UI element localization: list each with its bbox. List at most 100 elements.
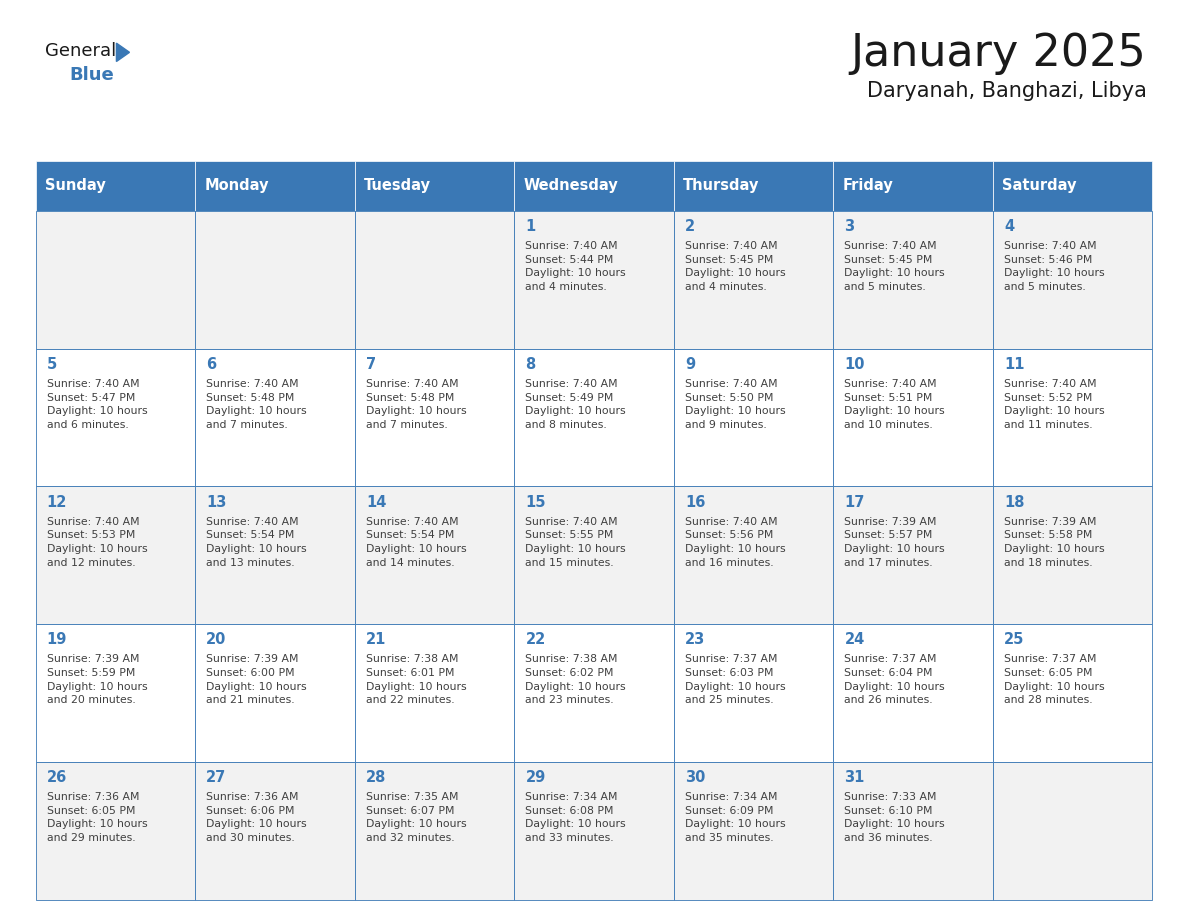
Text: Sunrise: 7:39 AM
Sunset: 5:57 PM
Daylight: 10 hours
and 17 minutes.: Sunrise: 7:39 AM Sunset: 5:57 PM Dayligh…: [845, 517, 946, 567]
Text: Sunrise: 7:40 AM
Sunset: 5:48 PM
Daylight: 10 hours
and 7 minutes.: Sunrise: 7:40 AM Sunset: 5:48 PM Dayligh…: [207, 379, 307, 430]
Text: Sunrise: 7:35 AM
Sunset: 6:07 PM
Daylight: 10 hours
and 32 minutes.: Sunrise: 7:35 AM Sunset: 6:07 PM Dayligh…: [366, 792, 467, 843]
Bar: [195, 349, 355, 487]
Text: Sunrise: 7:39 AM
Sunset: 5:58 PM
Daylight: 10 hours
and 18 minutes.: Sunrise: 7:39 AM Sunset: 5:58 PM Dayligh…: [1004, 517, 1105, 567]
Bar: [674, 211, 833, 349]
Text: Saturday: Saturday: [1003, 178, 1076, 194]
Text: Sunrise: 7:39 AM
Sunset: 5:59 PM
Daylight: 10 hours
and 20 minutes.: Sunrise: 7:39 AM Sunset: 5:59 PM Dayligh…: [46, 655, 147, 705]
Text: Thursday: Thursday: [683, 178, 759, 194]
Text: Sunday: Sunday: [45, 178, 106, 194]
Bar: [833, 487, 993, 624]
Bar: [833, 211, 993, 349]
Text: 30: 30: [685, 770, 706, 785]
Bar: [195, 762, 355, 900]
Text: 6: 6: [207, 357, 216, 372]
Text: Sunrise: 7:40 AM
Sunset: 5:55 PM
Daylight: 10 hours
and 15 minutes.: Sunrise: 7:40 AM Sunset: 5:55 PM Dayligh…: [525, 517, 626, 567]
Text: 3: 3: [845, 219, 854, 234]
Text: 2: 2: [685, 219, 695, 234]
Text: 9: 9: [685, 357, 695, 372]
Bar: [514, 161, 674, 211]
Text: Blue: Blue: [69, 66, 114, 84]
Bar: [36, 211, 195, 349]
Bar: [674, 762, 833, 900]
Text: 29: 29: [525, 770, 545, 785]
Text: 25: 25: [1004, 633, 1024, 647]
Text: Sunrise: 7:37 AM
Sunset: 6:03 PM
Daylight: 10 hours
and 25 minutes.: Sunrise: 7:37 AM Sunset: 6:03 PM Dayligh…: [685, 655, 785, 705]
Text: 20: 20: [207, 633, 227, 647]
Text: Sunrise: 7:39 AM
Sunset: 6:00 PM
Daylight: 10 hours
and 21 minutes.: Sunrise: 7:39 AM Sunset: 6:00 PM Dayligh…: [207, 655, 307, 705]
Bar: [514, 762, 674, 900]
Text: 13: 13: [207, 495, 227, 509]
Text: 12: 12: [46, 495, 68, 509]
Text: 22: 22: [525, 633, 545, 647]
Bar: [993, 349, 1152, 487]
Bar: [674, 487, 833, 624]
Bar: [355, 624, 514, 762]
Text: Sunrise: 7:37 AM
Sunset: 6:05 PM
Daylight: 10 hours
and 28 minutes.: Sunrise: 7:37 AM Sunset: 6:05 PM Dayligh…: [1004, 655, 1105, 705]
Text: Sunrise: 7:34 AM
Sunset: 6:08 PM
Daylight: 10 hours
and 33 minutes.: Sunrise: 7:34 AM Sunset: 6:08 PM Dayligh…: [525, 792, 626, 843]
Text: Sunrise: 7:40 AM
Sunset: 5:54 PM
Daylight: 10 hours
and 14 minutes.: Sunrise: 7:40 AM Sunset: 5:54 PM Dayligh…: [366, 517, 467, 567]
Text: General: General: [45, 41, 116, 60]
Bar: [195, 161, 355, 211]
Text: Tuesday: Tuesday: [365, 178, 431, 194]
Bar: [993, 762, 1152, 900]
Text: Sunrise: 7:34 AM
Sunset: 6:09 PM
Daylight: 10 hours
and 35 minutes.: Sunrise: 7:34 AM Sunset: 6:09 PM Dayligh…: [685, 792, 785, 843]
Text: 31: 31: [845, 770, 865, 785]
Text: Wednesday: Wednesday: [524, 178, 619, 194]
Text: Monday: Monday: [204, 178, 270, 194]
Text: 26: 26: [46, 770, 67, 785]
Text: 5: 5: [46, 357, 57, 372]
Text: January 2025: January 2025: [851, 32, 1146, 75]
Bar: [36, 161, 195, 211]
Bar: [355, 762, 514, 900]
Bar: [514, 211, 674, 349]
Bar: [514, 624, 674, 762]
Text: 10: 10: [845, 357, 865, 372]
Bar: [355, 349, 514, 487]
Bar: [833, 762, 993, 900]
Text: Sunrise: 7:40 AM
Sunset: 5:50 PM
Daylight: 10 hours
and 9 minutes.: Sunrise: 7:40 AM Sunset: 5:50 PM Dayligh…: [685, 379, 785, 430]
Bar: [36, 762, 195, 900]
Text: Sunrise: 7:40 AM
Sunset: 5:45 PM
Daylight: 10 hours
and 4 minutes.: Sunrise: 7:40 AM Sunset: 5:45 PM Dayligh…: [685, 241, 785, 292]
Text: 24: 24: [845, 633, 865, 647]
Bar: [36, 349, 195, 487]
Text: Sunrise: 7:40 AM
Sunset: 5:48 PM
Daylight: 10 hours
and 7 minutes.: Sunrise: 7:40 AM Sunset: 5:48 PM Dayligh…: [366, 379, 467, 430]
Text: Sunrise: 7:37 AM
Sunset: 6:04 PM
Daylight: 10 hours
and 26 minutes.: Sunrise: 7:37 AM Sunset: 6:04 PM Dayligh…: [845, 655, 946, 705]
Bar: [195, 487, 355, 624]
Text: Friday: Friday: [842, 178, 893, 194]
Bar: [833, 349, 993, 487]
Text: 19: 19: [46, 633, 68, 647]
Text: Sunrise: 7:36 AM
Sunset: 6:06 PM
Daylight: 10 hours
and 30 minutes.: Sunrise: 7:36 AM Sunset: 6:06 PM Dayligh…: [207, 792, 307, 843]
Bar: [355, 161, 514, 211]
Text: Sunrise: 7:40 AM
Sunset: 5:52 PM
Daylight: 10 hours
and 11 minutes.: Sunrise: 7:40 AM Sunset: 5:52 PM Dayligh…: [1004, 379, 1105, 430]
Bar: [833, 161, 993, 211]
Text: Sunrise: 7:36 AM
Sunset: 6:05 PM
Daylight: 10 hours
and 29 minutes.: Sunrise: 7:36 AM Sunset: 6:05 PM Dayligh…: [46, 792, 147, 843]
Text: 27: 27: [207, 770, 227, 785]
Bar: [514, 487, 674, 624]
Bar: [674, 349, 833, 487]
Text: 16: 16: [685, 495, 706, 509]
Bar: [36, 487, 195, 624]
Text: Sunrise: 7:40 AM
Sunset: 5:56 PM
Daylight: 10 hours
and 16 minutes.: Sunrise: 7:40 AM Sunset: 5:56 PM Dayligh…: [685, 517, 785, 567]
Text: Sunrise: 7:40 AM
Sunset: 5:45 PM
Daylight: 10 hours
and 5 minutes.: Sunrise: 7:40 AM Sunset: 5:45 PM Dayligh…: [845, 241, 946, 292]
Text: Daryanah, Banghazi, Libya: Daryanah, Banghazi, Libya: [866, 81, 1146, 101]
Text: 8: 8: [525, 357, 536, 372]
Text: Sunrise: 7:38 AM
Sunset: 6:01 PM
Daylight: 10 hours
and 22 minutes.: Sunrise: 7:38 AM Sunset: 6:01 PM Dayligh…: [366, 655, 467, 705]
Text: 7: 7: [366, 357, 375, 372]
Bar: [993, 624, 1152, 762]
Text: 21: 21: [366, 633, 386, 647]
Bar: [195, 211, 355, 349]
Bar: [993, 487, 1152, 624]
Bar: [195, 624, 355, 762]
Text: 17: 17: [845, 495, 865, 509]
Text: 11: 11: [1004, 357, 1024, 372]
Text: 28: 28: [366, 770, 386, 785]
Text: 1: 1: [525, 219, 536, 234]
Bar: [355, 487, 514, 624]
Bar: [993, 161, 1152, 211]
Bar: [833, 624, 993, 762]
Text: Sunrise: 7:40 AM
Sunset: 5:51 PM
Daylight: 10 hours
and 10 minutes.: Sunrise: 7:40 AM Sunset: 5:51 PM Dayligh…: [845, 379, 946, 430]
Bar: [36, 624, 195, 762]
Text: Sunrise: 7:33 AM
Sunset: 6:10 PM
Daylight: 10 hours
and 36 minutes.: Sunrise: 7:33 AM Sunset: 6:10 PM Dayligh…: [845, 792, 946, 843]
Text: 15: 15: [525, 495, 546, 509]
Text: 23: 23: [685, 633, 706, 647]
